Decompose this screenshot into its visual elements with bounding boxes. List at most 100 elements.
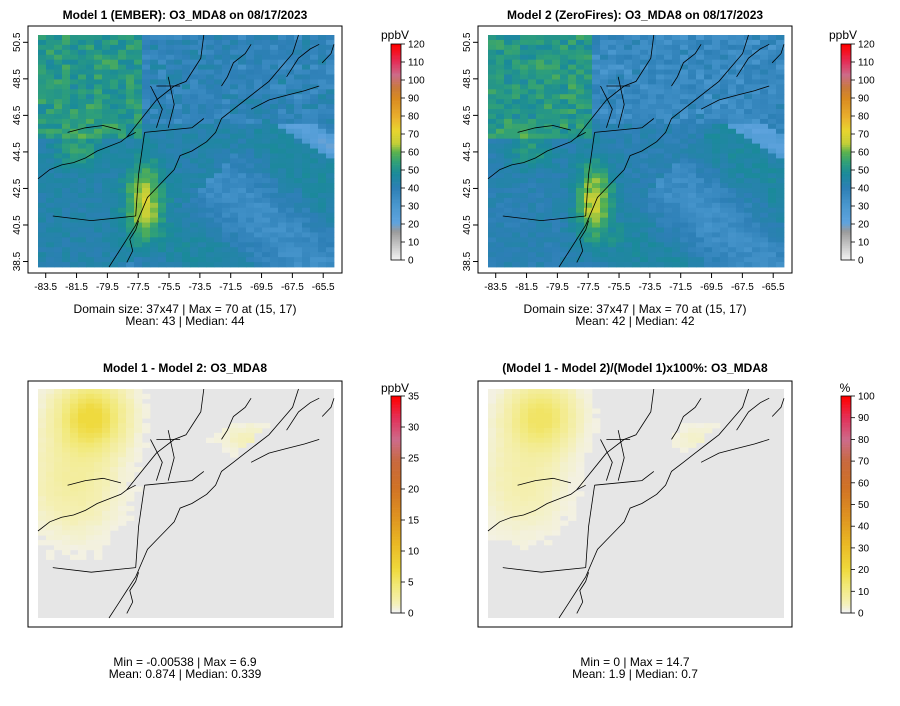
heatmap-cell: [294, 64, 303, 70]
heatmap-cell: [166, 247, 175, 253]
heatmap-cell: [720, 74, 729, 80]
heatmap-cell: [46, 471, 55, 478]
heatmap-cell: [560, 49, 569, 56]
heatmap-cell: [504, 173, 513, 179]
heatmap-cell: [78, 554, 87, 560]
heatmap-cell: [142, 123, 151, 130]
heatmap-cell: [134, 432, 143, 439]
heatmap-cell: [94, 49, 103, 56]
heatmap-cell: [744, 94, 753, 100]
colorbar-segment: [391, 101, 401, 104]
heatmap-cell: [528, 510, 537, 517]
colorbar-segment: [841, 116, 851, 119]
heatmap-cell: [656, 138, 665, 144]
heatmap-cell: [102, 252, 111, 258]
heatmap-cell: [584, 59, 593, 66]
heatmap-cell: [102, 232, 111, 238]
heatmap-cell: [286, 227, 295, 233]
heatmap-cell: [166, 252, 175, 258]
heatmap-cell: [86, 437, 95, 443]
heatmap-cell: [688, 442, 697, 448]
heatmap-cell: [278, 148, 287, 154]
heatmap-cell: [568, 237, 577, 243]
heatmap-cell: [62, 442, 71, 448]
heatmap-cell: [544, 99, 553, 105]
heatmap-cell: [326, 39, 335, 46]
heatmap-cell: [664, 247, 673, 253]
heatmap-cell: [512, 413, 521, 419]
heatmap-cell: [310, 74, 319, 80]
heatmap-cell: [118, 89, 127, 95]
heatmap-cell: [286, 262, 295, 268]
heatmap-cell: [736, 212, 745, 219]
heatmap-cell: [110, 423, 119, 429]
colorbar-segment: [391, 189, 401, 192]
heatmap-cell: [118, 501, 127, 507]
heatmap-cell: [166, 192, 175, 199]
heatmap-cell: [680, 222, 689, 228]
heatmap-cell: [158, 104, 167, 110]
heatmap-cell: [158, 118, 167, 125]
heatmap-cell: [712, 74, 721, 80]
heatmap-cell: [704, 69, 713, 75]
heatmap-cell: [126, 466, 135, 473]
heatmap-cell: [190, 133, 199, 140]
heatmap-cell: [584, 413, 593, 419]
colorbar-segment: [841, 504, 851, 507]
stats-line-1: Domain size: 37x47 | Max = 70 at (15, 17…: [74, 302, 297, 316]
heatmap-cell: [102, 393, 111, 400]
heatmap-cell: [656, 109, 665, 115]
heatmap-cell: [504, 466, 513, 473]
heatmap-cell: [776, 188, 785, 194]
colorbar-segment: [391, 105, 401, 108]
colorbar-segment: [841, 175, 851, 178]
heatmap-cell: [744, 158, 753, 164]
heatmap-cell: [126, 496, 135, 502]
heatmap-cell: [134, 148, 143, 154]
heatmap-cell: [182, 143, 191, 149]
heatmap-cell: [94, 418, 103, 424]
heatmap-cell: [520, 447, 529, 453]
heatmap-cell: [102, 113, 111, 120]
heatmap-cell: [102, 403, 111, 409]
heatmap-cell: [744, 99, 753, 105]
heatmap-cell: [624, 143, 633, 149]
heatmap-cell: [632, 84, 641, 90]
heatmap-cell: [78, 232, 87, 238]
heatmap-cell: [326, 192, 335, 199]
heatmap-cell: [744, 123, 753, 130]
heatmap-cell: [520, 452, 529, 458]
heatmap-cell: [696, 423, 705, 429]
heatmap-cell: [70, 227, 79, 233]
heatmap-cell: [102, 540, 111, 546]
heatmap-cell: [198, 35, 207, 41]
colorbar-segment: [391, 87, 401, 90]
colorbar-segment: [841, 168, 851, 171]
heatmap-cell: [54, 49, 63, 56]
heatmap-cell: [238, 168, 247, 174]
heatmap-cell: [318, 222, 327, 228]
heatmap-cell: [704, 212, 713, 219]
colorbar-segment: [391, 164, 401, 167]
heatmap-cell: [672, 59, 681, 66]
heatmap-cell: [238, 84, 247, 90]
heatmap-cell: [134, 242, 143, 248]
heatmap-cell: [206, 222, 215, 228]
heatmap-cell: [158, 163, 167, 169]
colorbar-segment: [391, 504, 401, 507]
heatmap-cell: [576, 227, 585, 233]
heatmap-cell: [536, 457, 545, 463]
heatmap-cell: [624, 113, 633, 120]
heatmap-cell: [656, 35, 665, 41]
heatmap-cell: [520, 158, 529, 164]
heatmap-cell: [528, 183, 537, 189]
heatmap-cell: [190, 69, 199, 75]
heatmap-cell: [46, 510, 55, 517]
heatmap-cell: [326, 35, 335, 41]
heatmap-cell: [190, 188, 199, 194]
heatmap-cell: [752, 252, 761, 258]
colorbar-segment: [391, 157, 401, 160]
colorbar-segment: [391, 245, 401, 248]
heatmap-cell: [648, 202, 657, 209]
heatmap-cell: [222, 217, 231, 223]
